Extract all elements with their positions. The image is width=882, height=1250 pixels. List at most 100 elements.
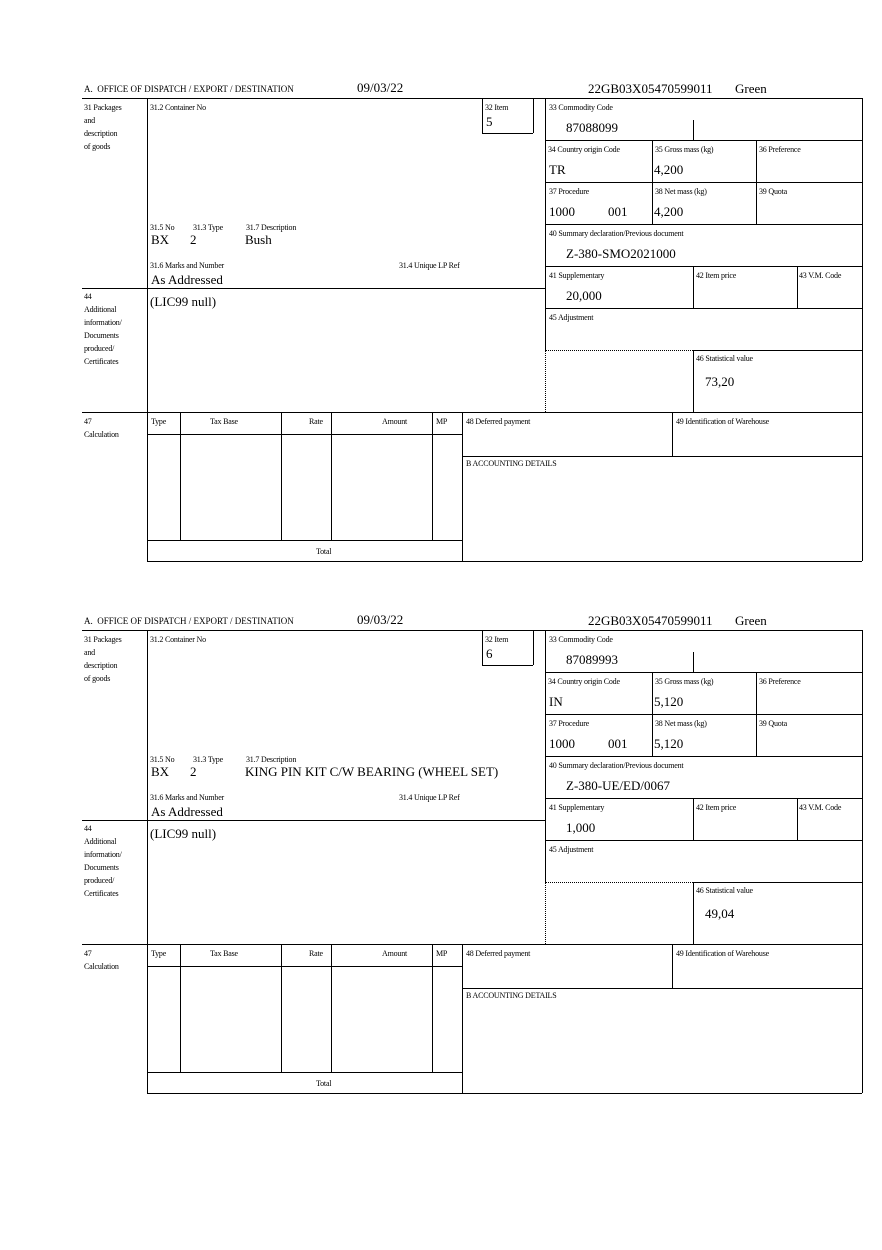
commodity-code-value: 87088099 bbox=[566, 120, 618, 135]
additional-info-label: Certificates bbox=[84, 889, 119, 898]
packages-label: of goods bbox=[84, 674, 111, 683]
rule bbox=[693, 798, 694, 840]
country-origin-label: 34 Country origin Code bbox=[548, 677, 620, 686]
gross-mass-label: 35 Gross mass (kg) bbox=[655, 145, 714, 154]
packages-label: 31 Packages bbox=[84, 635, 122, 644]
dispatch-date: 09/03/22 bbox=[357, 612, 404, 627]
rule bbox=[545, 308, 862, 309]
rule bbox=[545, 882, 546, 944]
marks-value: As Addressed bbox=[151, 804, 223, 819]
rule bbox=[672, 944, 673, 988]
accounting-details-label: B ACCOUNTING DETAILS bbox=[466, 459, 557, 468]
calculation-label: Calculation bbox=[84, 962, 119, 971]
rule bbox=[482, 133, 533, 134]
rule bbox=[756, 672, 757, 756]
additional-info-label: Certificates bbox=[84, 357, 119, 366]
rule bbox=[693, 882, 694, 944]
rule bbox=[545, 714, 862, 715]
additional-info-label: produced/ bbox=[84, 876, 115, 885]
rule bbox=[462, 456, 862, 457]
marks-value: As Addressed bbox=[151, 272, 223, 287]
rule bbox=[147, 1072, 462, 1073]
additional-info-label: information/ bbox=[84, 318, 122, 327]
commodity-code-value: 87089993 bbox=[566, 652, 618, 667]
rule bbox=[693, 350, 694, 412]
procedure-sub-value: 001 bbox=[608, 204, 628, 219]
additional-info-value: (LIC99 null) bbox=[150, 826, 217, 841]
type-value: 2 bbox=[190, 764, 197, 779]
packages-label: and bbox=[84, 116, 95, 125]
item-label: 32 Item bbox=[485, 635, 509, 644]
rule bbox=[432, 412, 433, 540]
rule bbox=[82, 944, 862, 945]
item-price-label: 42 Item price bbox=[696, 271, 737, 280]
rule bbox=[545, 882, 693, 883]
no-label: 31.5 No bbox=[150, 223, 175, 232]
rule bbox=[462, 944, 463, 1093]
rule bbox=[147, 561, 862, 562]
calc-column-header: MP bbox=[436, 949, 448, 958]
net-mass-value: 4,200 bbox=[654, 204, 684, 219]
rule bbox=[281, 412, 282, 540]
rule bbox=[545, 266, 862, 267]
net-mass-value: 5,120 bbox=[654, 736, 684, 751]
total-label: Total bbox=[316, 1079, 332, 1088]
no-value: BX bbox=[151, 232, 170, 247]
additional-info-label: produced/ bbox=[84, 344, 115, 353]
supplementary-value: 1,000 bbox=[566, 820, 596, 835]
rule bbox=[147, 1093, 862, 1094]
adjustment-label: 45 Adjustment bbox=[549, 845, 594, 854]
rule bbox=[180, 944, 181, 1072]
rule bbox=[545, 224, 862, 225]
gross-mass-value: 4,200 bbox=[654, 162, 684, 177]
rule bbox=[533, 98, 534, 133]
quota-label: 39 Quota bbox=[759, 719, 787, 728]
rule bbox=[545, 756, 862, 757]
route-colour: Green bbox=[735, 81, 767, 96]
statistical-value-label: 46 Statistical value bbox=[696, 886, 753, 895]
rule bbox=[862, 98, 863, 561]
procedure-label: 37 Procedure bbox=[549, 187, 590, 196]
packages-label: description bbox=[84, 129, 118, 138]
gross-mass-value: 5,120 bbox=[654, 694, 684, 709]
quota-label: 39 Quota bbox=[759, 187, 787, 196]
rule bbox=[652, 140, 653, 224]
calc-column-header: Amount bbox=[382, 949, 408, 958]
calc-column-header: Type bbox=[151, 949, 167, 958]
rule bbox=[82, 98, 862, 99]
container-no-label: 31.2 Container No bbox=[150, 635, 206, 644]
rule bbox=[693, 882, 862, 883]
rule bbox=[147, 966, 462, 967]
rule bbox=[797, 798, 798, 840]
warehouse-label: 49 Identification of Warehouse bbox=[676, 417, 769, 426]
gross-mass-label: 35 Gross mass (kg) bbox=[655, 677, 714, 686]
vm-code-label: 43 V.M. Code bbox=[799, 803, 842, 812]
statistical-value-value: 73,20 bbox=[705, 374, 735, 389]
rule bbox=[82, 630, 862, 631]
marks-label: 31.6 Marks and Number bbox=[150, 793, 225, 802]
calculation-label: 47 bbox=[84, 949, 92, 958]
packages-label: description bbox=[84, 661, 118, 670]
header-label: A. OFFICE OF DISPATCH / EXPORT / DESTINA… bbox=[84, 616, 294, 626]
rule bbox=[281, 944, 282, 1072]
rule bbox=[756, 140, 757, 224]
item-label: 32 Item bbox=[485, 103, 509, 112]
item-price-label: 42 Item price bbox=[696, 803, 737, 812]
dispatch-date: 09/03/22 bbox=[357, 80, 404, 95]
item-value: 6 bbox=[486, 646, 493, 661]
rule bbox=[545, 182, 862, 183]
calc-column-header: Amount bbox=[382, 417, 408, 426]
rule bbox=[147, 98, 148, 561]
type-label: 31.3 Type bbox=[193, 223, 223, 232]
country-origin-value: IN bbox=[549, 694, 563, 709]
declaration-item-block: A. OFFICE OF DISPATCH / EXPORT / DESTINA… bbox=[0, 80, 882, 600]
preference-label: 36 Preference bbox=[759, 145, 801, 154]
calc-column-header: Rate bbox=[309, 949, 323, 958]
calculation-label: 47 bbox=[84, 417, 92, 426]
preference-label: 36 Preference bbox=[759, 677, 801, 686]
no-label: 31.5 No bbox=[150, 755, 175, 764]
rule bbox=[797, 266, 798, 308]
supplementary-value: 20,000 bbox=[566, 288, 602, 303]
rule bbox=[693, 350, 862, 351]
